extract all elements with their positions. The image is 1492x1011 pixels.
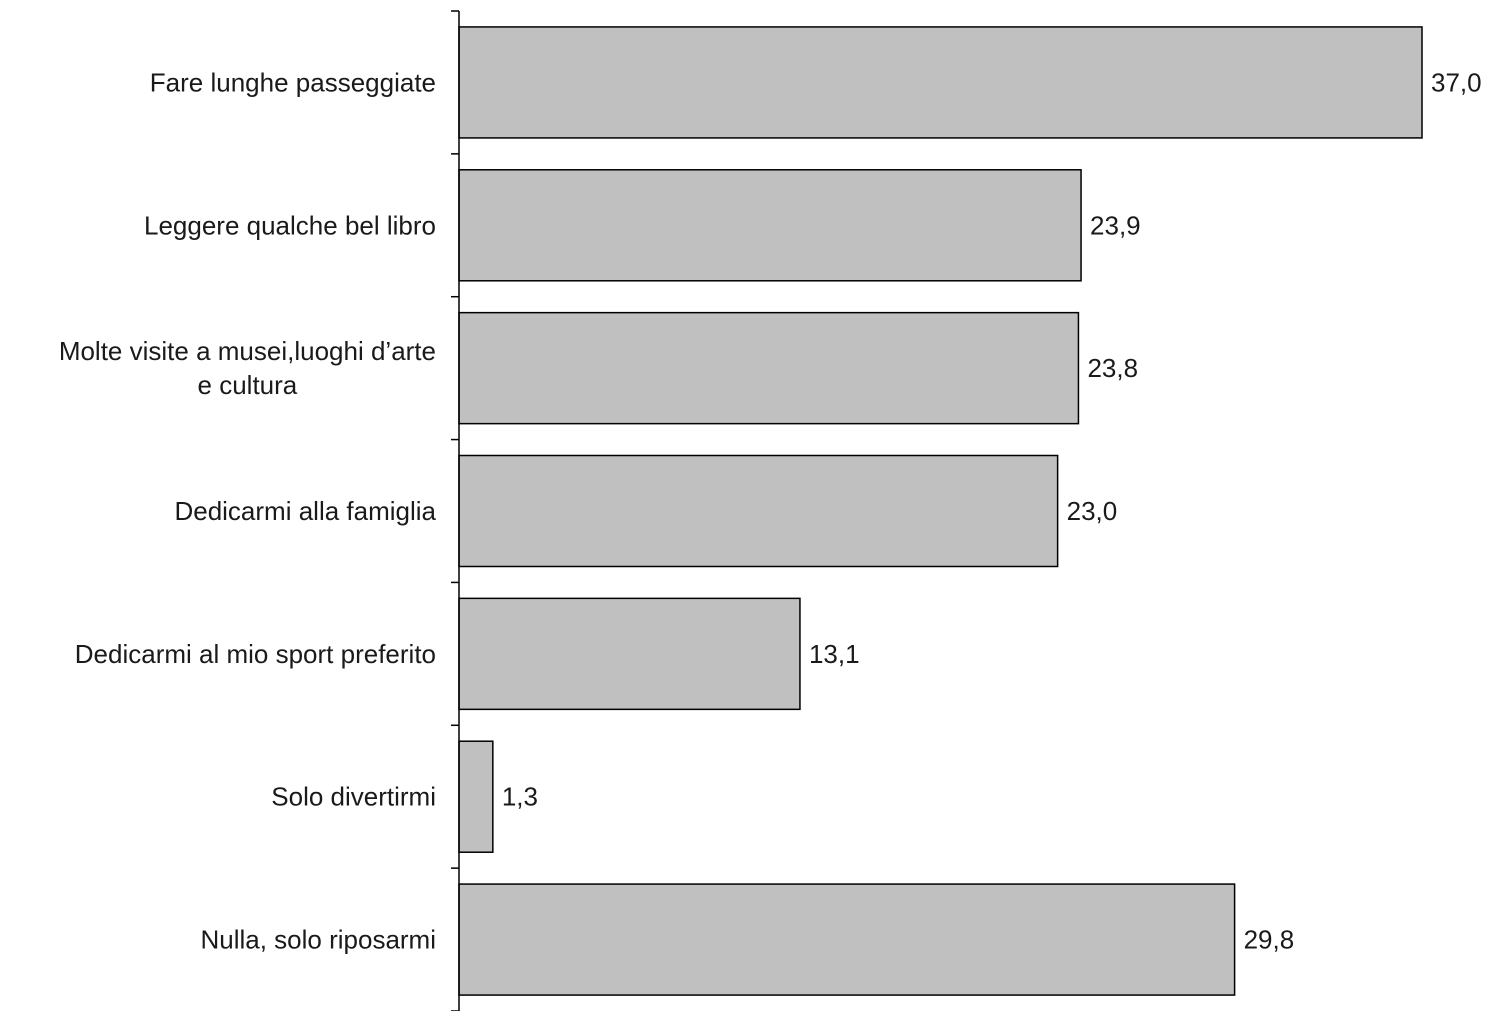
value-label: 23,0 [1067,496,1118,526]
value-label: 29,8 [1244,925,1295,955]
category-label: Nulla, solo riposarmi [200,925,436,955]
category-label: Leggere qualche bel libro [144,210,436,240]
category-label-line: e cultura [198,370,298,400]
value-labels-group: 37,0 23,9 23,8 23,0 13,1 1,3 29,8 [502,67,1482,954]
bar [458,311,1080,425]
value-label: 23,9 [1090,210,1141,240]
category-label: Molte visite a musei,luoghi d’arte e cult… [59,336,436,400]
bar [458,597,801,711]
bar [458,26,1423,139]
value-label: 13,1 [809,639,860,669]
category-label: Dedicarmi al mio sport preferito [75,639,436,669]
value-label: 23,8 [1087,353,1138,383]
bar [458,740,494,853]
bar [458,454,1059,568]
bar [458,883,1236,996]
value-label: 37,0 [1431,67,1482,97]
category-axis [451,10,460,1011]
category-labels-group: Fare lunghe passeggiate Leggere qualche b… [59,67,437,954]
bars-group [458,26,1423,996]
category-label: Dedicarmi alla famiglia [174,496,436,526]
bar [458,169,1082,282]
category-label-line: Molte visite a musei,luoghi d’arte [59,336,436,366]
category-label: Fare lunghe passeggiate [150,67,436,97]
category-label: Solo divertirmi [271,782,436,812]
value-label: 1,3 [502,782,538,812]
